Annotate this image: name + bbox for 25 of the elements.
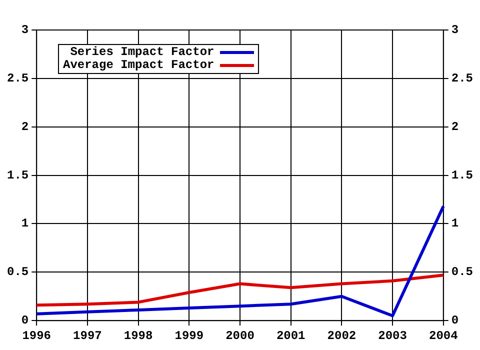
y2-tick-label: 0.5 [451, 265, 474, 280]
y2-tick-label: 0 [451, 314, 459, 328]
y-tick-label: 1 [21, 216, 29, 231]
x-tick-label: 2004 [428, 328, 458, 343]
y-tick-label: 0 [21, 314, 29, 328]
y-tick-label: 2 [21, 120, 29, 134]
x-tick-label: 1999 [174, 328, 204, 343]
legend-label: Series Impact Factor [70, 45, 214, 59]
x-tick-label: 1998 [124, 328, 153, 343]
y2-tick-label: 2.5 [451, 71, 474, 86]
y-tick-label: 0.5 [6, 265, 29, 280]
x-tick-label: 1996 [22, 328, 52, 343]
y2-tick-label: 3 [451, 23, 459, 38]
y2-tick-label: 1.5 [451, 168, 474, 182]
y2-tick-label: 2 [451, 120, 459, 134]
x-tick-label: 2002 [327, 328, 356, 343]
y-tick-label: 2.5 [6, 71, 29, 86]
x-tick-label: 1997 [73, 328, 102, 343]
x-tick-label: 2003 [378, 328, 407, 343]
x-tick-label: 2000 [226, 328, 254, 343]
y2-tick-label: 1 [451, 216, 459, 231]
y-tick-label: 1.5 [6, 168, 29, 182]
y-tick-label: 3 [21, 23, 29, 38]
legend-label: Average Impact Factor [63, 58, 214, 72]
x-tick-label: 2001 [276, 328, 306, 343]
